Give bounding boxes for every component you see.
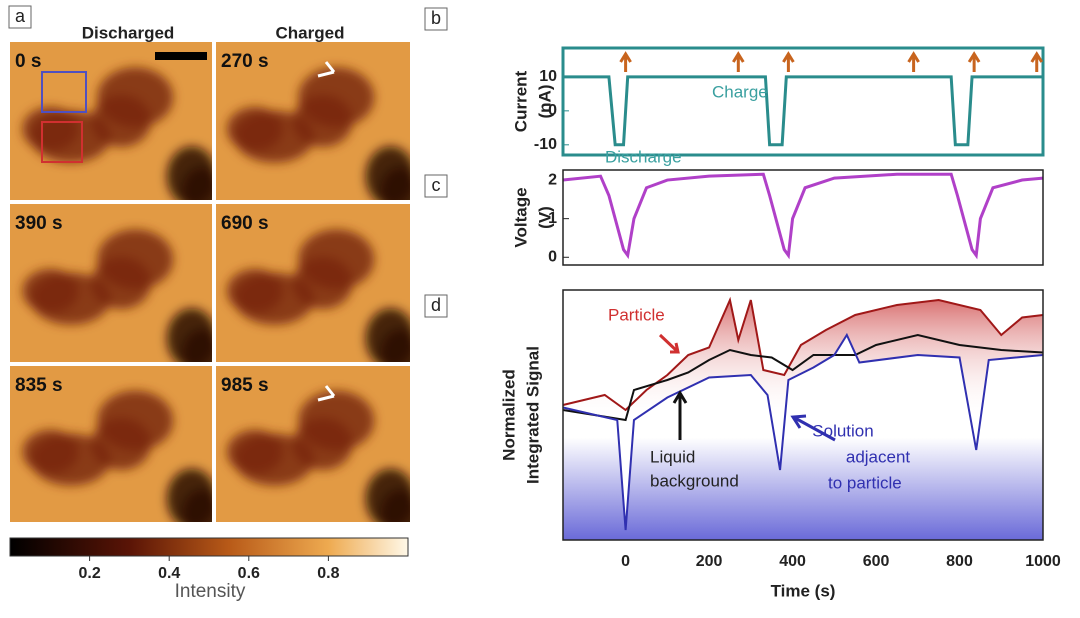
annotation: background <box>650 471 739 490</box>
particles <box>22 67 212 200</box>
annotation: Discharge <box>605 147 682 166</box>
colorbar-tick-label: 0.8 <box>317 565 339 582</box>
x-tick-label: 200 <box>696 553 723 570</box>
annotation: Particle <box>608 305 665 324</box>
annotation-arrow <box>672 390 688 440</box>
particles <box>226 229 410 362</box>
time-label: 390 s <box>15 213 63 234</box>
arrow <box>317 61 336 78</box>
plot-frame <box>562 169 1044 266</box>
time-label: 270 s <box>221 51 269 72</box>
area-fill <box>563 335 1043 540</box>
y-tick-label: 0 <box>548 248 557 265</box>
micrograph <box>10 42 212 200</box>
time-label: 985 s <box>221 375 269 396</box>
event-arrow <box>967 51 981 72</box>
panel-a: 0 s 270 s 390 s 690 s 835 s 985 s <box>10 42 410 522</box>
plot-frame <box>562 289 1044 541</box>
roi <box>41 71 87 113</box>
time-label: 835 s <box>15 375 63 396</box>
particle <box>181 489 212 522</box>
time-label: 0 s <box>15 51 41 72</box>
series-line <box>562 172 1044 260</box>
panel-label: a <box>15 6 26 26</box>
y-axis-label: Normalized <box>499 369 518 461</box>
particle <box>226 268 283 313</box>
colorbar-label: Intensity <box>175 581 246 602</box>
x-tick-label: 600 <box>863 553 890 570</box>
roi <box>41 121 83 163</box>
event-arrow <box>732 51 745 72</box>
annotation-arrow <box>658 333 680 354</box>
annotation: Charge <box>712 82 768 101</box>
colorbar-tick-label: 0.6 <box>238 565 260 582</box>
event-arrow <box>619 51 632 72</box>
annotation: Liquid <box>650 447 695 466</box>
micrograph <box>216 42 410 200</box>
particles <box>226 390 410 522</box>
particle <box>181 167 212 200</box>
particle <box>380 329 410 362</box>
particle <box>22 268 79 313</box>
x-tick-label: 1000 <box>1025 553 1061 570</box>
annotation: to particle <box>828 473 902 492</box>
particle <box>380 489 410 522</box>
colorbar-tick-label: 0.4 <box>158 565 180 582</box>
panel-label-box <box>424 174 448 198</box>
panel-label: d <box>431 295 441 315</box>
annotation: adjacent <box>846 447 911 466</box>
event-arrow <box>782 51 795 72</box>
particle <box>22 429 79 474</box>
y-tick-label: 0 <box>548 102 557 119</box>
particle <box>380 167 410 200</box>
x-axis-label: Time (s) <box>771 581 836 600</box>
panel-label-box <box>424 7 448 31</box>
x-tick-label: 0 <box>621 553 630 570</box>
particle <box>22 106 79 151</box>
colorbar <box>9 537 409 557</box>
colorbar-tick-label: 0.2 <box>78 565 100 582</box>
y-axis-label: (V) <box>535 206 554 229</box>
panel-label-box <box>8 5 32 29</box>
y-axis-label: (nA) <box>535 85 554 119</box>
particle <box>226 429 283 474</box>
event-arrow <box>1030 51 1044 72</box>
y-tick-label: -10 <box>534 136 557 153</box>
series-line <box>562 333 1044 422</box>
micrograph <box>216 366 410 522</box>
y-tick-label: 1 <box>548 210 557 227</box>
fills <box>563 300 1043 540</box>
panel-label: c <box>432 175 441 195</box>
y-axis-label: Current <box>511 70 530 132</box>
event-arrow <box>907 51 920 72</box>
y-axis-label: Integrated Signal <box>523 346 542 484</box>
series-line <box>562 332 1044 531</box>
micrograph <box>216 204 410 362</box>
plot-frame <box>561 46 1045 157</box>
particle <box>226 106 283 151</box>
y-tick-label: 10 <box>539 68 557 85</box>
micrograph <box>10 204 212 362</box>
particles <box>22 229 212 362</box>
panel-label-box <box>424 294 448 318</box>
particle <box>181 329 212 362</box>
particles <box>226 67 410 200</box>
y-axis-label: Voltage <box>511 187 530 247</box>
particles <box>22 390 212 522</box>
micrograph <box>10 366 212 522</box>
column-title: Discharged <box>82 23 175 42</box>
x-tick-label: 400 <box>779 553 806 570</box>
scale-bar <box>155 52 207 60</box>
annotation-arrow <box>790 414 836 442</box>
panel-label: b <box>431 8 441 28</box>
arrow <box>317 385 336 402</box>
y-tick-label: 2 <box>548 171 557 188</box>
column-title: Charged <box>276 23 345 42</box>
x-tick-label: 800 <box>946 553 973 570</box>
time-label: 690 s <box>221 213 269 234</box>
series-line <box>563 75 1043 147</box>
